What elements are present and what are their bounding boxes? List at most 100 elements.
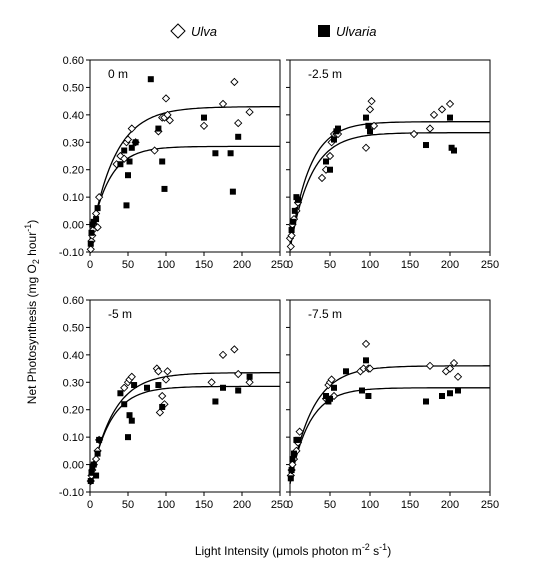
data-point-ulvaria [289,456,296,463]
data-point-ulvaria [447,114,453,121]
fit-curve-ulvaria [289,121,490,250]
data-point-ulva [94,193,104,202]
data-point-ulva [127,372,136,381]
data-point-ulvaria [117,390,124,397]
x-tick-label: 250 [481,499,499,511]
data-point-ulva [317,173,327,183]
y-tick-label: 0.10 [63,192,84,204]
data-point-ulvaria [125,434,131,441]
data-point-ulvaria [365,393,372,399]
y-tick-label: 0.60 [63,55,84,67]
data-point-ulva [325,151,335,161]
data-point-ulvaria [367,128,373,135]
plot-frame [89,299,281,493]
data-point-ulva [429,110,439,119]
data-point-ulva [161,375,171,384]
data-point-ulvaria [155,382,162,389]
data-point-ulva [161,94,171,103]
y-tick-label: 0.20 [63,165,84,177]
y-tick-label: 0.30 [63,377,84,389]
y-tick-label: 0.50 [63,322,84,334]
data-point-ulvaria [201,114,207,121]
plot-frame [89,59,281,253]
data-point-ulvaria [327,166,333,173]
data-point-ulvaria [359,387,365,394]
data-point-ulva [199,121,209,130]
data-point-ulva [287,231,296,240]
y-tick-label: 0.30 [63,137,84,149]
data-point-ulvaria [335,125,341,132]
data-point-ulvaria [159,158,166,165]
data-point-ulvaria [229,188,236,195]
data-point-ulvaria [126,158,133,165]
data-point-ulvaria [159,403,166,410]
y-tick-label: 0.40 [63,350,84,362]
data-point-ulvaria [295,196,301,203]
data-point-ulva [361,339,371,349]
legend-square-marker [318,25,330,37]
data-point-ulvaria [155,125,162,132]
data-point-ulva [234,369,243,379]
data-point-ulva [449,358,459,368]
data-point-ulva [367,97,376,106]
data-point-ulva [234,118,243,128]
data-point-ulva [158,391,167,401]
x-tick-label: 100 [157,259,175,271]
data-point-ulva [91,209,101,218]
data-point-ulva [163,367,172,376]
data-point-ulva [218,350,228,359]
panel-depth-label: -7.5 m [308,307,342,321]
data-point-ulvaria [363,114,369,121]
data-point-ulvaria [288,227,295,234]
x-tick-label: 0 [287,259,293,271]
data-point-ulva [154,367,163,376]
data-point-ulva [369,121,379,130]
data-point-ulva [123,135,133,144]
legend-label-ulva: Ulva [191,24,217,39]
y-axis-title: Net Photosynthesis (mg O2 hour-1) [23,220,41,404]
data-point-ulva [365,105,375,114]
data-point-ulvaria [117,161,124,168]
x-tick-label: 50 [122,259,134,271]
data-point-ulvaria [447,390,453,397]
data-point-ulvaria [94,205,101,212]
data-point-ulvaria [121,401,128,408]
x-tick-label: 200 [441,499,459,511]
x-axis-title: Light Intensity (μmols photon m-2 s-1) [195,542,391,558]
data-point-ulva [230,345,239,354]
data-point-ulvaria [295,436,301,443]
data-point-ulvaria [423,398,429,405]
fit-curve-ulvaria [89,385,280,484]
data-point-ulvaria [88,229,95,236]
data-point-ulva [327,375,336,384]
data-point-ulvaria [323,158,329,165]
y-tick-label: 0.00 [63,460,84,472]
x-tick-label: 250 [271,499,289,511]
data-point-ulvaria [125,172,131,179]
x-tick-label: 100 [361,259,379,271]
data-point-ulvaria [87,240,94,247]
data-point-ulva [86,245,95,254]
data-point-ulvaria [423,142,429,149]
data-point-ulva [445,99,455,109]
data-point-ulvaria [161,185,168,192]
data-point-ulva [445,364,455,373]
data-point-ulva [453,372,463,381]
data-point-ulvaria [212,398,219,405]
x-tick-label: 200 [233,499,251,511]
data-point-ulvaria [96,436,103,443]
y-tick-label: 0.40 [63,110,84,122]
plot-frame [289,59,491,253]
data-point-ulvaria [290,218,297,225]
data-point-ulva [163,110,172,119]
data-point-ulvaria [439,393,445,399]
data-point-ulva [245,378,254,387]
data-point-ulvaria [88,469,95,476]
data-point-ulvaria [94,450,101,457]
data-point-ulvaria [212,150,219,157]
data-point-ulvaria [291,450,297,457]
y-tick-label: -0.10 [59,247,84,259]
data-point-ulvaria [126,412,133,419]
x-tick-label: 200 [441,259,459,271]
